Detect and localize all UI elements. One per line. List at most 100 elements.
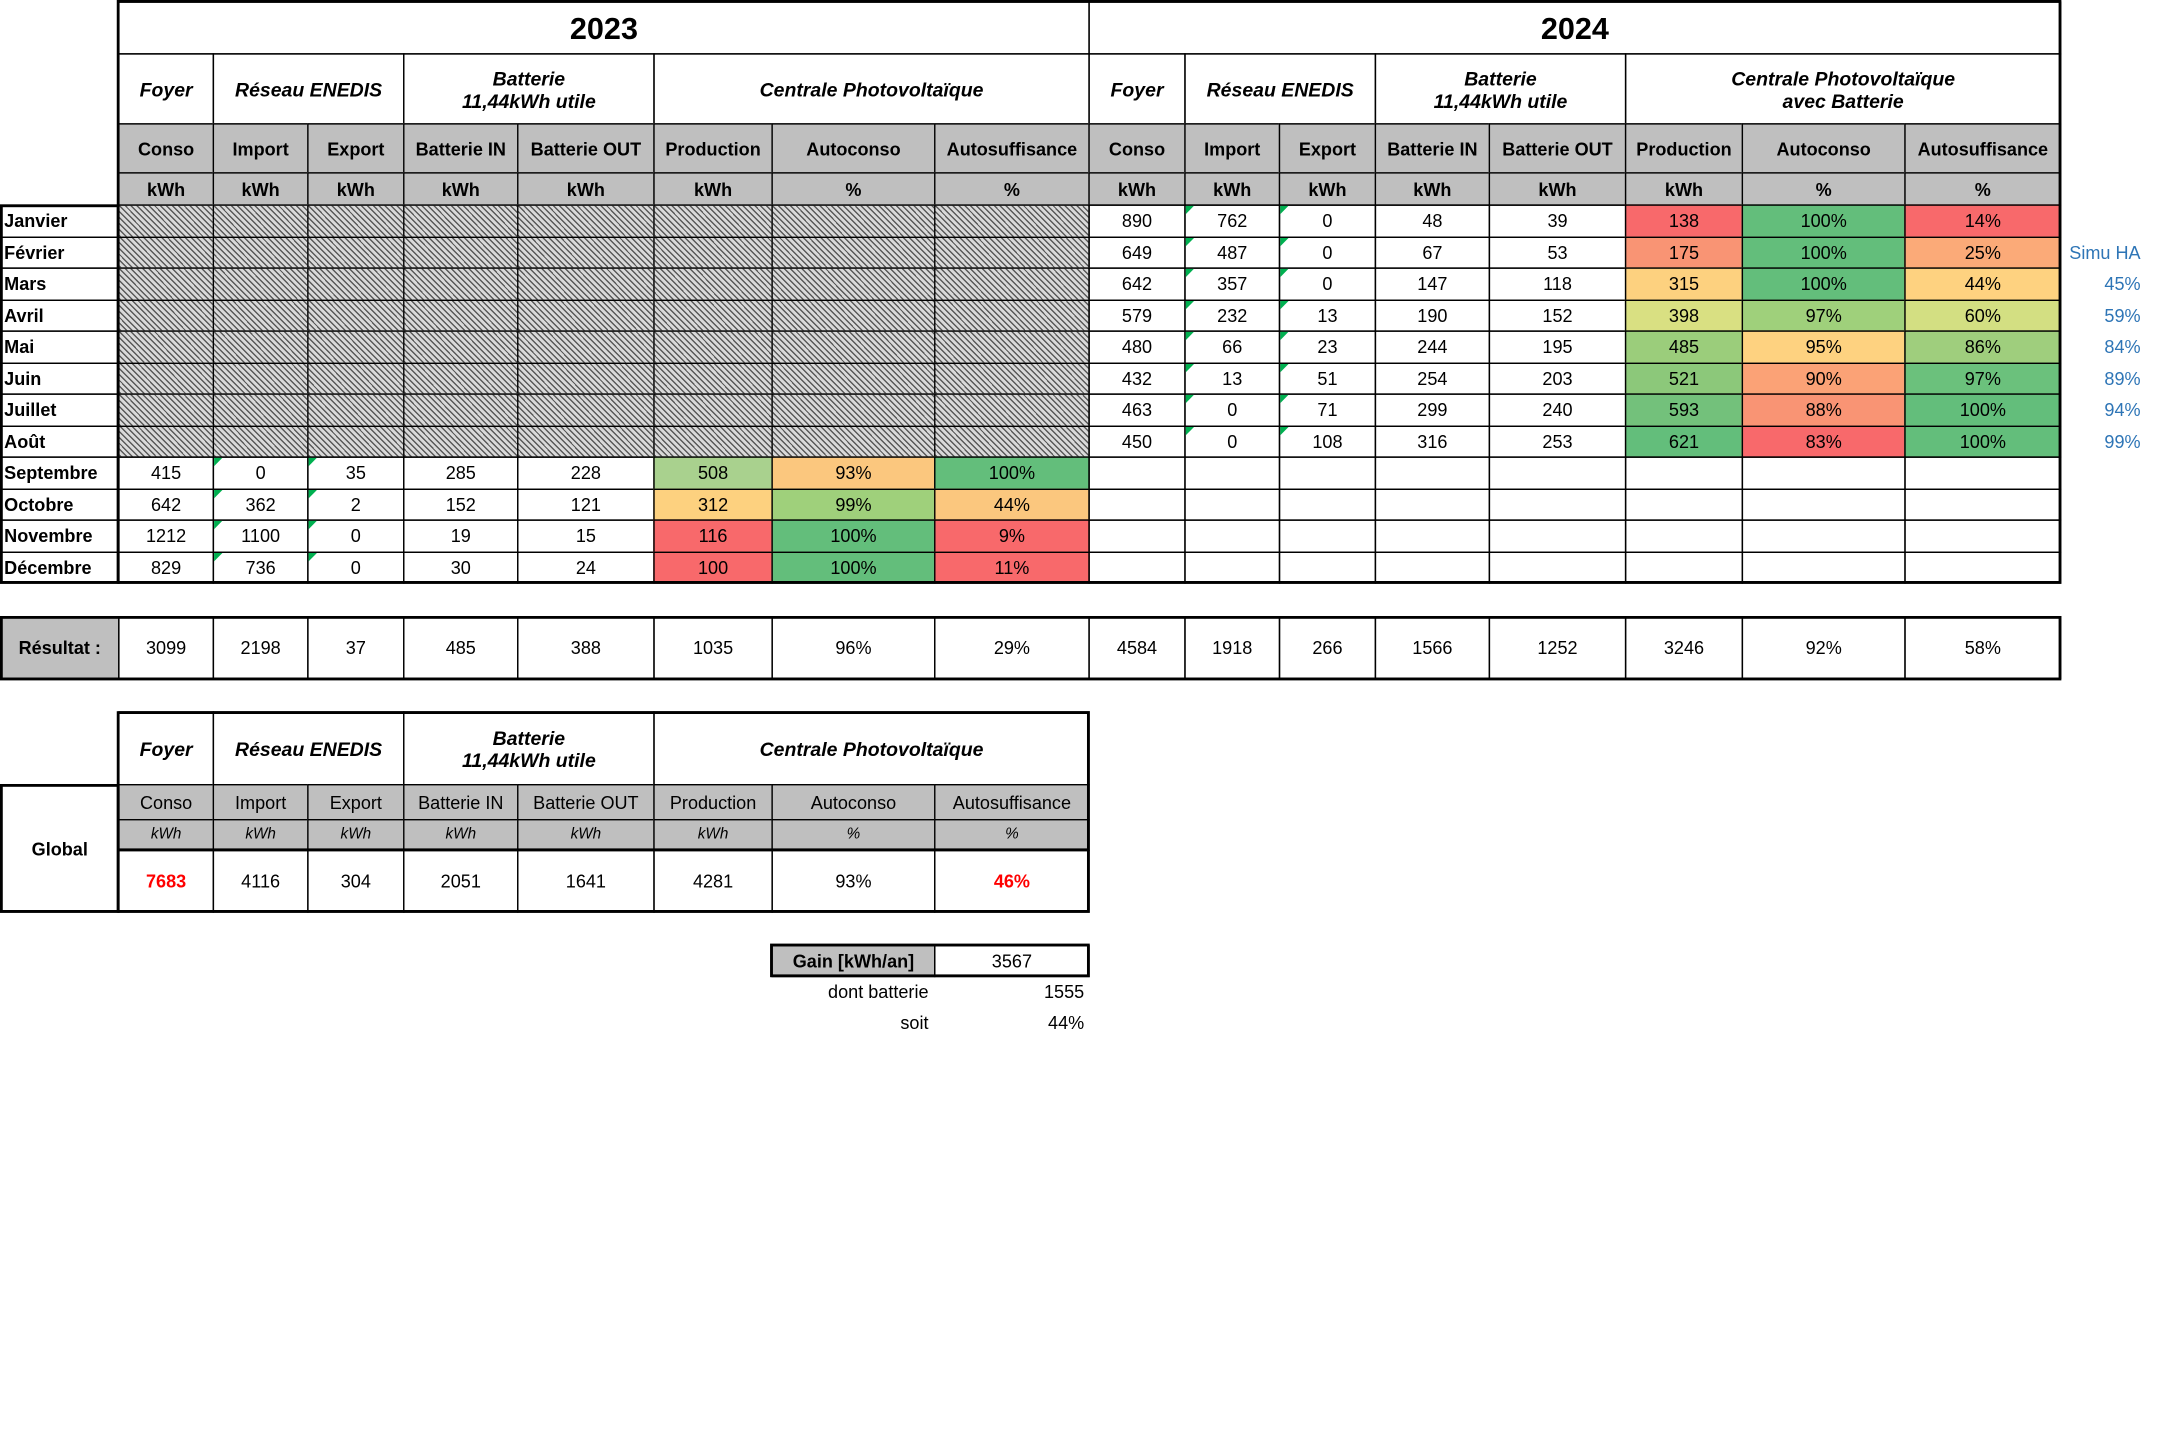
y2024-unit-header[interactable]: % — [1741, 172, 1906, 206]
y2024-data-cell[interactable]: 71 — [1278, 393, 1377, 427]
y2024-empty-cell[interactable] — [1088, 550, 1186, 584]
global-value-cell[interactable]: 304 — [307, 849, 405, 913]
y2024-empty-cell[interactable] — [1904, 519, 2062, 553]
y2024-col-header[interactable]: Import — [1184, 123, 1281, 174]
y2024-data-cell[interactable]: 203 — [1488, 361, 1627, 395]
gain-value[interactable]: 3567 — [934, 945, 1090, 978]
global-group-centrale[interactable]: Centrale Photovoltaïque — [653, 711, 1090, 786]
y2023-data-cell[interactable]: 30 — [403, 550, 519, 584]
y2023-data-cell[interactable]: 152 — [403, 487, 519, 521]
month-label[interactable]: Décembre — [0, 550, 120, 584]
y2024-empty-cell[interactable] — [1741, 519, 1906, 553]
y2024-empty-cell[interactable] — [1184, 519, 1281, 553]
y2023-empty-cell[interactable] — [517, 393, 655, 427]
y2023-data-cell[interactable]: 100% — [771, 550, 936, 584]
global-value-cell[interactable]: 93% — [771, 849, 936, 913]
y2024-data-cell[interactable]: 240 — [1488, 393, 1627, 427]
y2024-empty-cell[interactable] — [1374, 550, 1491, 584]
y2024-data-cell[interactable]: 480 — [1088, 330, 1186, 364]
month-label[interactable]: Août — [0, 424, 120, 458]
y2023-empty-cell[interactable] — [212, 424, 309, 458]
y2024-resultat-cell[interactable]: 1252 — [1488, 616, 1627, 679]
y2023-empty-cell[interactable] — [517, 424, 655, 458]
y2024-empty-cell[interactable] — [1741, 550, 1906, 584]
global-label[interactable]: Global — [0, 784, 120, 913]
y2023-col-header[interactable]: Import — [212, 123, 309, 174]
y2024-col-header[interactable]: Production — [1624, 123, 1744, 174]
month-label[interactable]: Janvier — [0, 204, 120, 238]
y2023-data-cell[interactable]: 15 — [517, 519, 655, 553]
y2023-empty-cell[interactable] — [307, 235, 405, 269]
y2023-data-cell[interactable]: 1100 — [212, 519, 309, 553]
y2024-data-cell[interactable]: 0 — [1278, 235, 1377, 269]
y2024-col-header[interactable]: Export — [1278, 123, 1377, 174]
y2023-empty-cell[interactable] — [118, 361, 215, 395]
y2023-empty-cell[interactable] — [771, 267, 936, 301]
y2024-data-cell[interactable]: 450 — [1088, 424, 1186, 458]
global-value-cell[interactable]: 7683 — [118, 849, 215, 913]
y2024-data-cell[interactable]: 67 — [1374, 235, 1491, 269]
y2023-data-cell[interactable]: 44% — [934, 487, 1090, 521]
y2024-data-cell[interactable]: 39 — [1488, 204, 1627, 238]
y2024-data-cell[interactable]: 593 — [1624, 393, 1744, 427]
y2024-unit-header[interactable]: kWh — [1088, 172, 1186, 206]
y2024-resultat-cell[interactable]: 1918 — [1184, 616, 1281, 679]
y2024-data-cell[interactable]: 890 — [1088, 204, 1186, 238]
y2024-data-cell[interactable]: 100% — [1741, 204, 1906, 238]
y2024-empty-cell[interactable] — [1088, 456, 1186, 490]
y2023-empty-cell[interactable] — [517, 298, 655, 332]
y2024-data-cell[interactable]: 90% — [1741, 361, 1906, 395]
y2024-data-cell[interactable]: 232 — [1184, 298, 1281, 332]
y2024-empty-cell[interactable] — [1278, 456, 1377, 490]
y2023-empty-cell[interactable] — [653, 393, 773, 427]
y2024-data-cell[interactable]: 13 — [1184, 361, 1281, 395]
y2023-empty-cell[interactable] — [307, 393, 405, 427]
y2024-unit-header[interactable]: % — [1904, 172, 2062, 206]
y2024-group-batterie[interactable]: Batterie 11,44kWh utile — [1374, 53, 1627, 125]
y2024-resultat-cell[interactable]: 4584 — [1088, 616, 1186, 679]
y2024-data-cell[interactable]: 118 — [1488, 267, 1627, 301]
y2023-data-cell[interactable]: 0 — [307, 550, 405, 584]
y2023-data-cell[interactable]: 0 — [307, 519, 405, 553]
y2023-empty-cell[interactable] — [771, 235, 936, 269]
y2024-empty-cell[interactable] — [1278, 487, 1377, 521]
y2023-empty-cell[interactable] — [118, 267, 215, 301]
y2024-data-cell[interactable]: 97% — [1904, 361, 2062, 395]
y2023-empty-cell[interactable] — [403, 204, 519, 238]
y2024-col-header[interactable]: Autosuffisance — [1904, 123, 2062, 174]
y2024-data-cell[interactable]: 190 — [1374, 298, 1491, 332]
y2023-empty-cell[interactable] — [771, 204, 936, 238]
y2023-empty-cell[interactable] — [653, 267, 773, 301]
y2023-empty-cell[interactable] — [118, 235, 215, 269]
y2023-empty-cell[interactable] — [403, 361, 519, 395]
y2023-empty-cell[interactable] — [934, 298, 1090, 332]
global-group-reseau[interactable]: Réseau ENEDIS — [212, 711, 405, 786]
y2024-col-header[interactable]: Conso — [1088, 123, 1186, 174]
y2024-col-header[interactable]: Batterie IN — [1374, 123, 1491, 174]
y2023-data-cell[interactable]: 116 — [653, 519, 773, 553]
y2024-empty-cell[interactable] — [1488, 487, 1627, 521]
resultat-label[interactable]: Résultat : — [0, 616, 120, 679]
y2023-data-cell[interactable]: 100% — [771, 519, 936, 553]
y2024-data-cell[interactable]: 100% — [1741, 235, 1906, 269]
y2023-data-cell[interactable]: 312 — [653, 487, 773, 521]
y2024-data-cell[interactable]: 51 — [1278, 361, 1377, 395]
global-unit-header[interactable]: % — [934, 819, 1090, 852]
y2023-data-cell[interactable]: 508 — [653, 456, 773, 490]
y2024-resultat-cell[interactable]: 1566 — [1374, 616, 1491, 679]
y2023-resultat-cell[interactable]: 1035 — [653, 616, 773, 679]
y2024-data-cell[interactable]: 579 — [1088, 298, 1186, 332]
y2024-empty-cell[interactable] — [1741, 487, 1906, 521]
y2023-resultat-cell[interactable]: 2198 — [212, 616, 309, 679]
y2024-group-reseau[interactable]: Réseau ENEDIS — [1184, 53, 1377, 125]
y2023-empty-cell[interactable] — [118, 424, 215, 458]
y2023-empty-cell[interactable] — [118, 298, 215, 332]
global-col-header[interactable]: Conso — [118, 784, 215, 821]
y2023-empty-cell[interactable] — [934, 393, 1090, 427]
y2024-group-centrale[interactable]: Centrale Photovoltaïque avec Batterie — [1624, 53, 2062, 125]
y2023-empty-cell[interactable] — [517, 361, 655, 395]
month-label[interactable]: Février — [0, 235, 120, 269]
global-col-header[interactable]: Batterie OUT — [517, 784, 655, 821]
global-col-header[interactable]: Autoconso — [771, 784, 936, 821]
global-col-header[interactable]: Autosuffisance — [934, 784, 1090, 821]
